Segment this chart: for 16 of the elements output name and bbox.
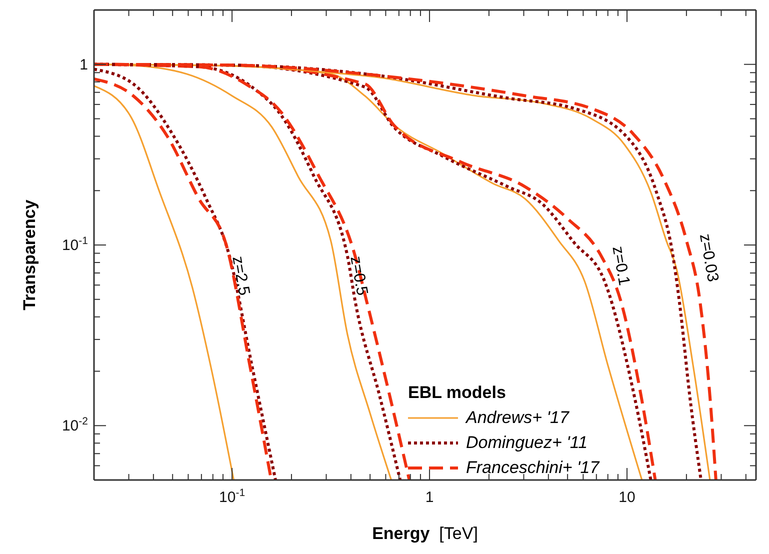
legend-title: EBL models — [408, 382, 507, 404]
x-axis-title: Energy [TeV] — [371, 524, 479, 544]
x-tick-label: 10$^{-1}$ — [219, 487, 246, 506]
annotation: z=0.5 — [346, 254, 370, 298]
annotation: z=2.5 — [228, 254, 252, 298]
annotation: z=0.03 — [694, 232, 722, 284]
x-tick-label: 1 — [425, 489, 434, 506]
y-tick-label: 10$^{-1}$ — [62, 235, 88, 254]
y-axis-title: Transparency — [20, 199, 40, 310]
legend-label: Andrews+ '17 — [466, 407, 569, 429]
legend-label: Franceschini+ '17 — [466, 457, 600, 479]
annotation: z=0.1 — [608, 244, 632, 288]
legend-label: Dominguez+ '11 — [466, 432, 588, 454]
y-tick-label: 10$^{-2}$ — [62, 416, 88, 435]
y-tick-label: 1 — [80, 56, 88, 74]
x-tick-label: 10 — [618, 489, 636, 506]
